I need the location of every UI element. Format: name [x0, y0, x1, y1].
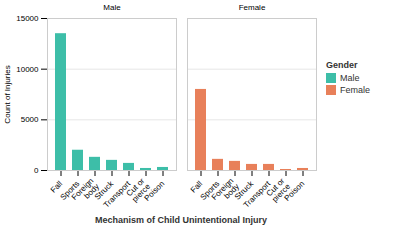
- svg-text:15000: 15000: [16, 14, 39, 23]
- svg-text:Count of Injuries: Count of Injuries: [3, 65, 12, 123]
- svg-text:10000: 10000: [16, 65, 39, 74]
- svg-text:Male: Male: [103, 3, 121, 12]
- svg-text:Poison: Poison: [143, 179, 167, 203]
- svg-text:Female: Female: [239, 3, 266, 12]
- svg-text:Poison: Poison: [283, 179, 307, 203]
- svg-text:5000: 5000: [21, 115, 39, 124]
- svg-text:0: 0: [34, 166, 39, 175]
